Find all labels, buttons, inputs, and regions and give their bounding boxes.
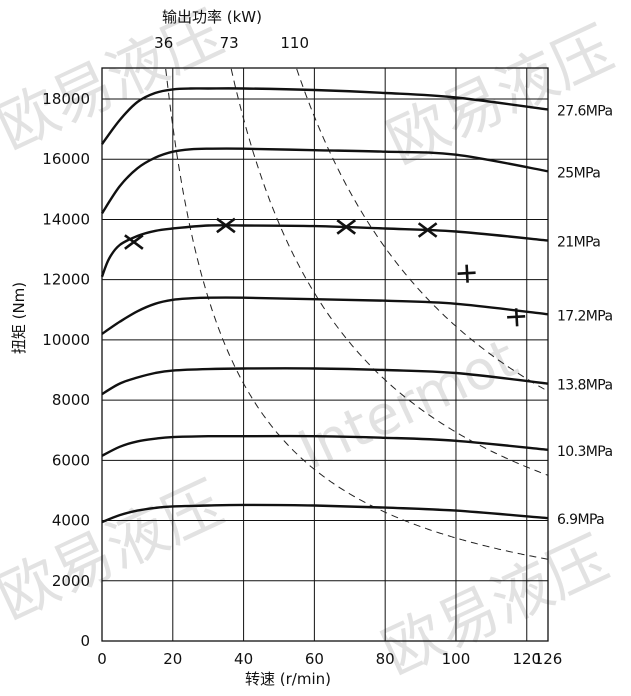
series-label: 21MPa [557, 235, 600, 251]
power-value-label: 110 [280, 34, 309, 52]
y-tick-label: 8000 [52, 391, 90, 409]
torque-curve-27.6MPa [101, 87, 549, 145]
y-tick-label: 6000 [52, 451, 90, 469]
y-tick-label: 18000 [42, 90, 90, 108]
watermark-text: 欧易液压 [377, 14, 624, 179]
torque-curve-10.3MPa [101, 434, 549, 457]
power-value-label: 73 [220, 34, 239, 52]
y-tick-label: 0 [80, 632, 90, 650]
power-axis-title: 输出功率 (kW) [162, 8, 262, 26]
torque-curve-6.9MPa [101, 503, 549, 524]
torque-curves [100, 87, 549, 524]
power-curves [165, 68, 549, 560]
x-tick-label: 60 [305, 650, 324, 668]
series-label: 10.3MPa [557, 444, 612, 460]
power-curve-73kw [230, 68, 549, 476]
series-label: 13.8MPa [557, 378, 612, 394]
x-tick-label: 100 [442, 650, 471, 668]
x-tick-label: 20 [163, 650, 182, 668]
torque-curve-17.2MPa [101, 296, 549, 335]
marker-stroke [216, 217, 236, 234]
series-label: 6.9MPa [557, 512, 604, 528]
y-tick-label: 4000 [52, 512, 90, 530]
markers [124, 217, 526, 327]
y-tick-label: 14000 [42, 210, 90, 228]
x-marker [417, 222, 438, 238]
series-label: 17.2MPa [557, 308, 612, 324]
power-curve-36kw [165, 68, 549, 560]
x-tick-label: 0 [97, 650, 107, 668]
x-tick-label: 80 [376, 650, 395, 668]
marker-stroke [417, 222, 438, 238]
marker-stroke [124, 234, 144, 250]
plot-frame [101, 67, 549, 642]
x-marker [124, 234, 144, 250]
marker-stroke [336, 219, 357, 235]
y-tick-label: 12000 [42, 271, 90, 289]
x-tick-label: 126 [534, 650, 563, 668]
x-tick-label: 40 [234, 650, 253, 668]
series-label: 27.6MPa [557, 104, 612, 120]
plus-marker [507, 308, 526, 327]
torque-curve-25MPa [100, 147, 549, 215]
marker-stroke [465, 264, 469, 283]
y-axis-title: 扭矩 (Nm) [10, 282, 28, 354]
y-tick-label: 2000 [52, 572, 90, 590]
torque-curve-21MPa [100, 224, 549, 278]
watermark-text: 欧易液压 [0, 469, 234, 634]
power-curve-110kw [296, 68, 549, 392]
power-value-label: 36 [154, 34, 173, 52]
x-tick-label: 120 [512, 650, 541, 668]
y-tick-label: 10000 [42, 331, 90, 349]
x-axis-title: 转速 (r/min) [245, 670, 331, 688]
watermark-text: Intermot [289, 326, 526, 481]
y-tick-label: 16000 [42, 150, 90, 168]
torque-curve-13.8MPa [101, 367, 549, 396]
grid [101, 67, 549, 642]
series-label: 25MPa [557, 165, 600, 181]
x-marker [216, 217, 236, 234]
x-marker [336, 219, 357, 235]
plus-marker [457, 264, 476, 283]
marker-stroke [514, 308, 519, 327]
